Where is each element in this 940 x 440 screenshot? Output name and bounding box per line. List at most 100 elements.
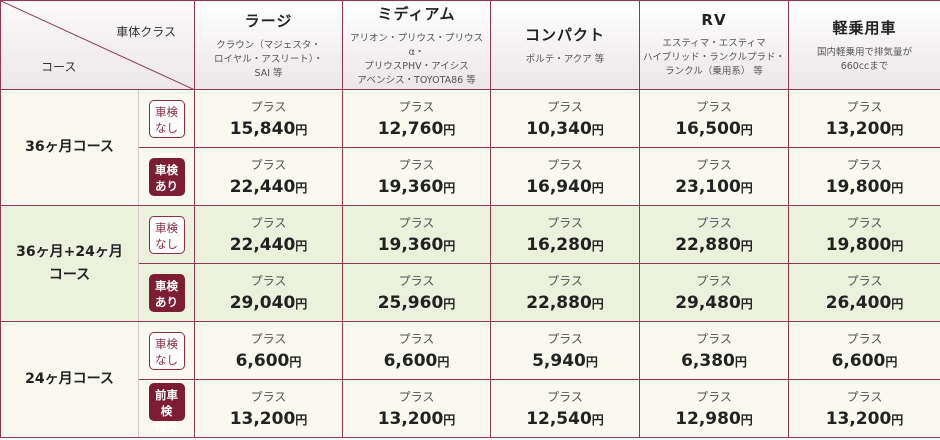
class-name: RV (701, 11, 727, 29)
price-amount: 6,600円 (789, 350, 940, 373)
price-amount: 25,960円 (343, 292, 490, 315)
currency-unit: 円 (295, 239, 308, 253)
price-amount: 29,480円 (640, 292, 788, 315)
price-amount: 12,540円 (491, 408, 639, 431)
plus-label: プラス (846, 216, 883, 230)
inspection-badge-cell: 車検 なし (138, 321, 195, 380)
corner-cell: 車体クラス コース (0, 0, 195, 90)
inspection-badge: 車検 なし (148, 331, 185, 370)
price-amount: 19,360円 (343, 176, 490, 199)
price-amount: 29,040円 (195, 292, 342, 315)
price-amount: 16,280円 (491, 234, 639, 257)
currency-unit: 円 (443, 181, 456, 195)
price-amount: 6,380円 (640, 350, 788, 373)
price-cell: プラス 16,280円 (490, 205, 640, 264)
price-cell: プラス 13,200円 (342, 379, 491, 438)
table-row: 車検 あり プラス 22,440円 プラス 19,360円 プラス 16,940円 プラス 23… (1, 147, 940, 206)
price-amount: 6,600円 (343, 350, 490, 373)
price-amount: 22,880円 (640, 234, 788, 257)
price-value: 19,800 (825, 177, 892, 197)
plus-label: プラス (398, 390, 435, 404)
price-amount: 22,440円 (195, 176, 342, 199)
currency-unit: 円 (295, 297, 308, 311)
table-row: 24ヶ月コース 車検 なし プラス 6,600円 プラス 6,600円 プラス 5,940円プ… (0, 321, 940, 438)
currency-unit: 円 (591, 123, 604, 137)
price-cell: プラス 12,760円 (342, 89, 491, 148)
price-value: 15,840 (229, 119, 296, 139)
class-header-compact: コンパクト ポルテ・アクア 等 (490, 0, 640, 90)
price-amount: 5,940円 (491, 350, 639, 373)
vehicle-class-label: 車体クラス (116, 25, 176, 39)
inspection-badge-cell: 車検 あり (138, 147, 195, 206)
price-cell: プラス 22,880円 (490, 263, 640, 322)
currency-unit: 円 (295, 123, 308, 137)
currency-unit: 円 (740, 123, 753, 137)
plus-label: プラス (547, 216, 583, 230)
price-cell: プラス 6,600円 (194, 321, 343, 380)
price-value: 29,480 (675, 293, 741, 313)
currency-unit: 円 (591, 297, 604, 311)
price-cell: プラス 16,940円 (490, 147, 640, 206)
price-amount: 19,800円 (789, 234, 940, 257)
table-header-row: 車体クラス コース ラージ クラウン（マジェスタ・ ロイヤル・アスリート）・ S… (0, 0, 940, 90)
table-row: 36ヶ月+24ヶ月 コース 車検 なし プラス 22,440円 プラス 19,360円 プラ… (0, 205, 940, 322)
price-cell: プラス 10,340円 (490, 89, 640, 148)
inspection-badge: 車検 あり (148, 273, 185, 312)
table-row: 車検 あり プラス 29,040円 プラス 25,960円 プラス 22,880円 プラス 29… (1, 263, 940, 322)
class-name: ラージ (244, 11, 293, 30)
course-label: コース (41, 60, 77, 74)
price-amount: 15,840円 (195, 118, 342, 141)
class-header-large: ラージ クラウン（マジェスタ・ ロイヤル・アスリート）・ SAI 等 (194, 0, 343, 90)
price-amount: 19,800円 (789, 176, 940, 199)
currency-unit: 円 (591, 239, 604, 253)
price-value: 6,600 (235, 351, 290, 371)
plus-label: プラス (398, 216, 435, 230)
price-cell: プラス 13,200円 (194, 379, 343, 438)
course-name: 36ヶ月コース (0, 89, 139, 206)
price-value: 6,380 (681, 351, 735, 371)
price-amount: 13,200円 (789, 118, 940, 141)
price-cell: プラス 19,360円 (342, 147, 491, 206)
plus-label: プラス (547, 332, 583, 346)
price-value: 12,540 (526, 409, 592, 429)
plus-label: プラス (846, 390, 883, 404)
currency-unit: 円 (740, 297, 753, 311)
plus-label: プラス (250, 158, 287, 172)
price-amount: 16,500円 (640, 118, 788, 141)
plus-label: プラス (846, 274, 883, 288)
price-cell: プラス 12,540円 (490, 379, 640, 438)
price-amount: 22,880円 (491, 292, 639, 315)
price-value: 22,880 (675, 235, 741, 255)
inspection-badge: 前車検 付き (148, 382, 185, 434)
price-value: 5,940 (532, 351, 586, 371)
class-description: 国内軽乗用で排気量が 660ccまで (816, 46, 912, 72)
inspection-badge: 車検 なし (148, 99, 185, 138)
price-value: 16,940 (526, 177, 592, 197)
class-header-kei: 軽乗用車 国内軽乗用で排気量が 660ccまで (788, 0, 940, 90)
price-value: 19,360 (377, 235, 444, 255)
plus-label: プラス (250, 216, 287, 230)
currency-unit: 円 (295, 413, 308, 427)
price-value: 13,200 (825, 119, 892, 139)
price-value: 22,880 (526, 293, 592, 313)
currency-unit: 円 (295, 181, 308, 195)
price-cell: プラス 19,800円 (788, 205, 940, 264)
plus-label: プラス (696, 158, 732, 172)
price-cell: プラス 19,800円 (788, 147, 940, 206)
price-cell: プラス 15,840円 (194, 89, 343, 148)
class-description: クラウン（マジェスタ・ ロイヤル・アスリート）・ SAI 等 (214, 39, 323, 79)
price-cell: プラス 16,500円 (639, 89, 789, 148)
price-amount: 22,440円 (195, 234, 342, 257)
plus-label: プラス (696, 390, 732, 404)
currency-unit: 円 (734, 355, 747, 369)
course-name: 36ヶ月+24ヶ月 コース (0, 205, 139, 322)
price-amount: 13,200円 (195, 408, 342, 431)
plus-label: プラス (250, 274, 287, 288)
course-name: 24ヶ月コース (0, 321, 139, 438)
price-value: 6,600 (383, 351, 438, 371)
price-amount: 6,600円 (195, 350, 342, 373)
inspection-badge-cell: 車検 なし (138, 89, 195, 148)
currency-unit: 円 (740, 181, 753, 195)
price-cell: プラス 6,600円 (788, 321, 940, 380)
